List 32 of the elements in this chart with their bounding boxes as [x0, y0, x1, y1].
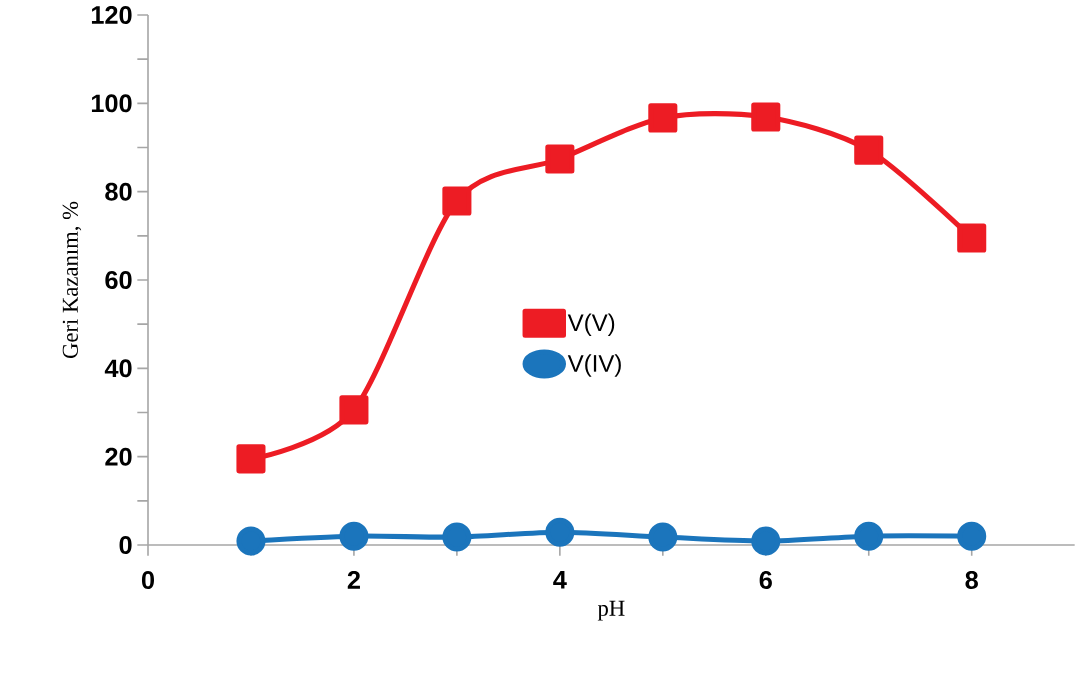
y-tick-label: 20: [105, 447, 132, 466]
point: [236, 444, 266, 474]
legend-label: V(V): [567, 313, 615, 336]
point: [751, 526, 781, 556]
point: [545, 144, 575, 174]
x-tick-label: 2: [347, 571, 360, 589]
point: [442, 186, 472, 216]
point: [339, 395, 369, 425]
point: [236, 526, 266, 556]
point: [442, 522, 472, 552]
point: [339, 521, 369, 551]
point: [957, 521, 987, 551]
y-axis-title: Geri Kazanım, %: [62, 201, 82, 359]
y-tick-label: 0: [119, 536, 132, 554]
x-tick-label: 4: [553, 571, 567, 589]
point: [648, 103, 678, 133]
y-tick-label: 40: [104, 359, 132, 378]
x-tick-label: 8: [965, 571, 978, 589]
point: [648, 522, 678, 552]
y-tick-label: 80: [105, 182, 132, 201]
x-axis-title: pH: [597, 600, 625, 621]
point: [854, 135, 884, 165]
point: [545, 517, 575, 547]
point: [854, 521, 884, 551]
y-tick-label: 120: [91, 6, 132, 24]
point: [957, 223, 987, 253]
point: [751, 102, 781, 132]
x-tick-label: 0: [141, 571, 155, 589]
legend-label: V(IV): [567, 354, 621, 377]
x-tick-label: 6: [759, 571, 772, 589]
y-tick-label: 100: [91, 94, 132, 113]
y-tick-label: 60: [105, 271, 132, 289]
